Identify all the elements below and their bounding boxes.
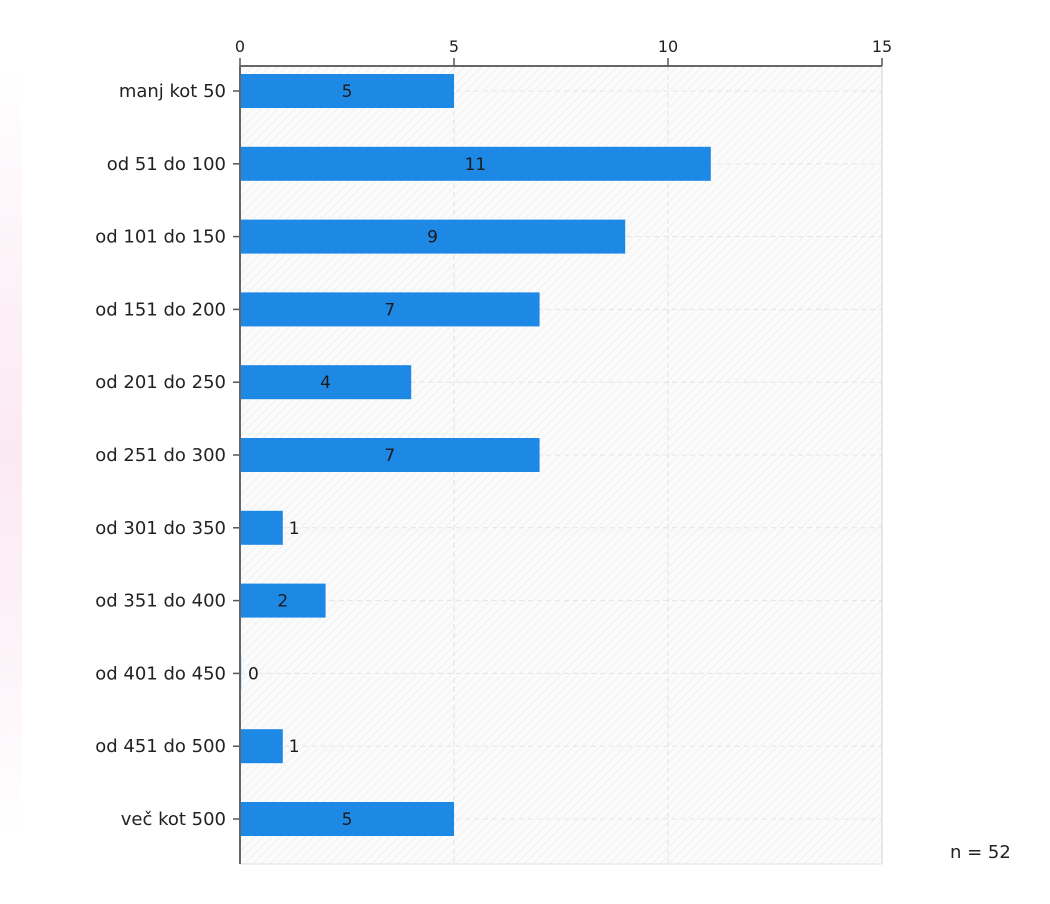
category-label: od 301 do 350 xyxy=(95,518,226,539)
x-tick-label: 0 xyxy=(235,37,245,56)
bar xyxy=(240,219,626,254)
category-label: več kot 500 xyxy=(121,809,226,830)
bar-value-label: 7 xyxy=(384,300,395,320)
bar xyxy=(240,146,711,181)
category-label: od 151 do 200 xyxy=(95,299,226,320)
category-label: od 451 do 500 xyxy=(95,736,226,757)
x-tick-label: 15 xyxy=(872,37,892,56)
chart-card: 5 11 9 7 4 7 1 2 0 1 5 manj kot 50 od 51 do 100 od 1… xyxy=(22,8,1034,896)
bar-value-label: 11 xyxy=(465,155,487,175)
category-label: manj kot 50 xyxy=(119,81,226,102)
category-label: od 351 do 400 xyxy=(95,591,226,612)
bar xyxy=(240,510,283,545)
axes: manj kot 50 od 51 do 100 od 101 do 150 od 1… xyxy=(95,37,892,864)
bar-value-label: 7 xyxy=(384,446,395,466)
bar xyxy=(240,74,454,108)
bar-value-label: 1 xyxy=(289,519,300,539)
bar-value-label: 4 xyxy=(320,373,331,393)
category-label: od 51 do 100 xyxy=(107,154,226,175)
bars: 5 11 9 7 4 7 1 2 0 1 5 xyxy=(240,74,711,836)
x-tick-label: 10 xyxy=(658,37,678,56)
sample-size-label: n = 52 xyxy=(950,842,1011,863)
category-label: od 201 do 250 xyxy=(95,372,226,393)
x-tick-label: 5 xyxy=(449,37,459,56)
bar xyxy=(240,583,326,618)
category-label: od 401 do 450 xyxy=(95,663,226,684)
bar-value-label: 5 xyxy=(342,82,353,102)
bar-value-label: 5 xyxy=(342,810,353,830)
bar-value-label: 9 xyxy=(427,228,438,248)
bar xyxy=(240,802,454,836)
bar xyxy=(240,438,540,472)
bar xyxy=(240,292,540,327)
category-label: od 251 do 300 xyxy=(95,445,226,466)
category-label: od 101 do 150 xyxy=(95,227,226,248)
bar xyxy=(240,729,283,764)
bar-value-label: 0 xyxy=(248,664,259,684)
bar xyxy=(240,365,412,400)
bar-value-label: 2 xyxy=(277,592,288,612)
bar-value-label: 1 xyxy=(289,737,300,757)
